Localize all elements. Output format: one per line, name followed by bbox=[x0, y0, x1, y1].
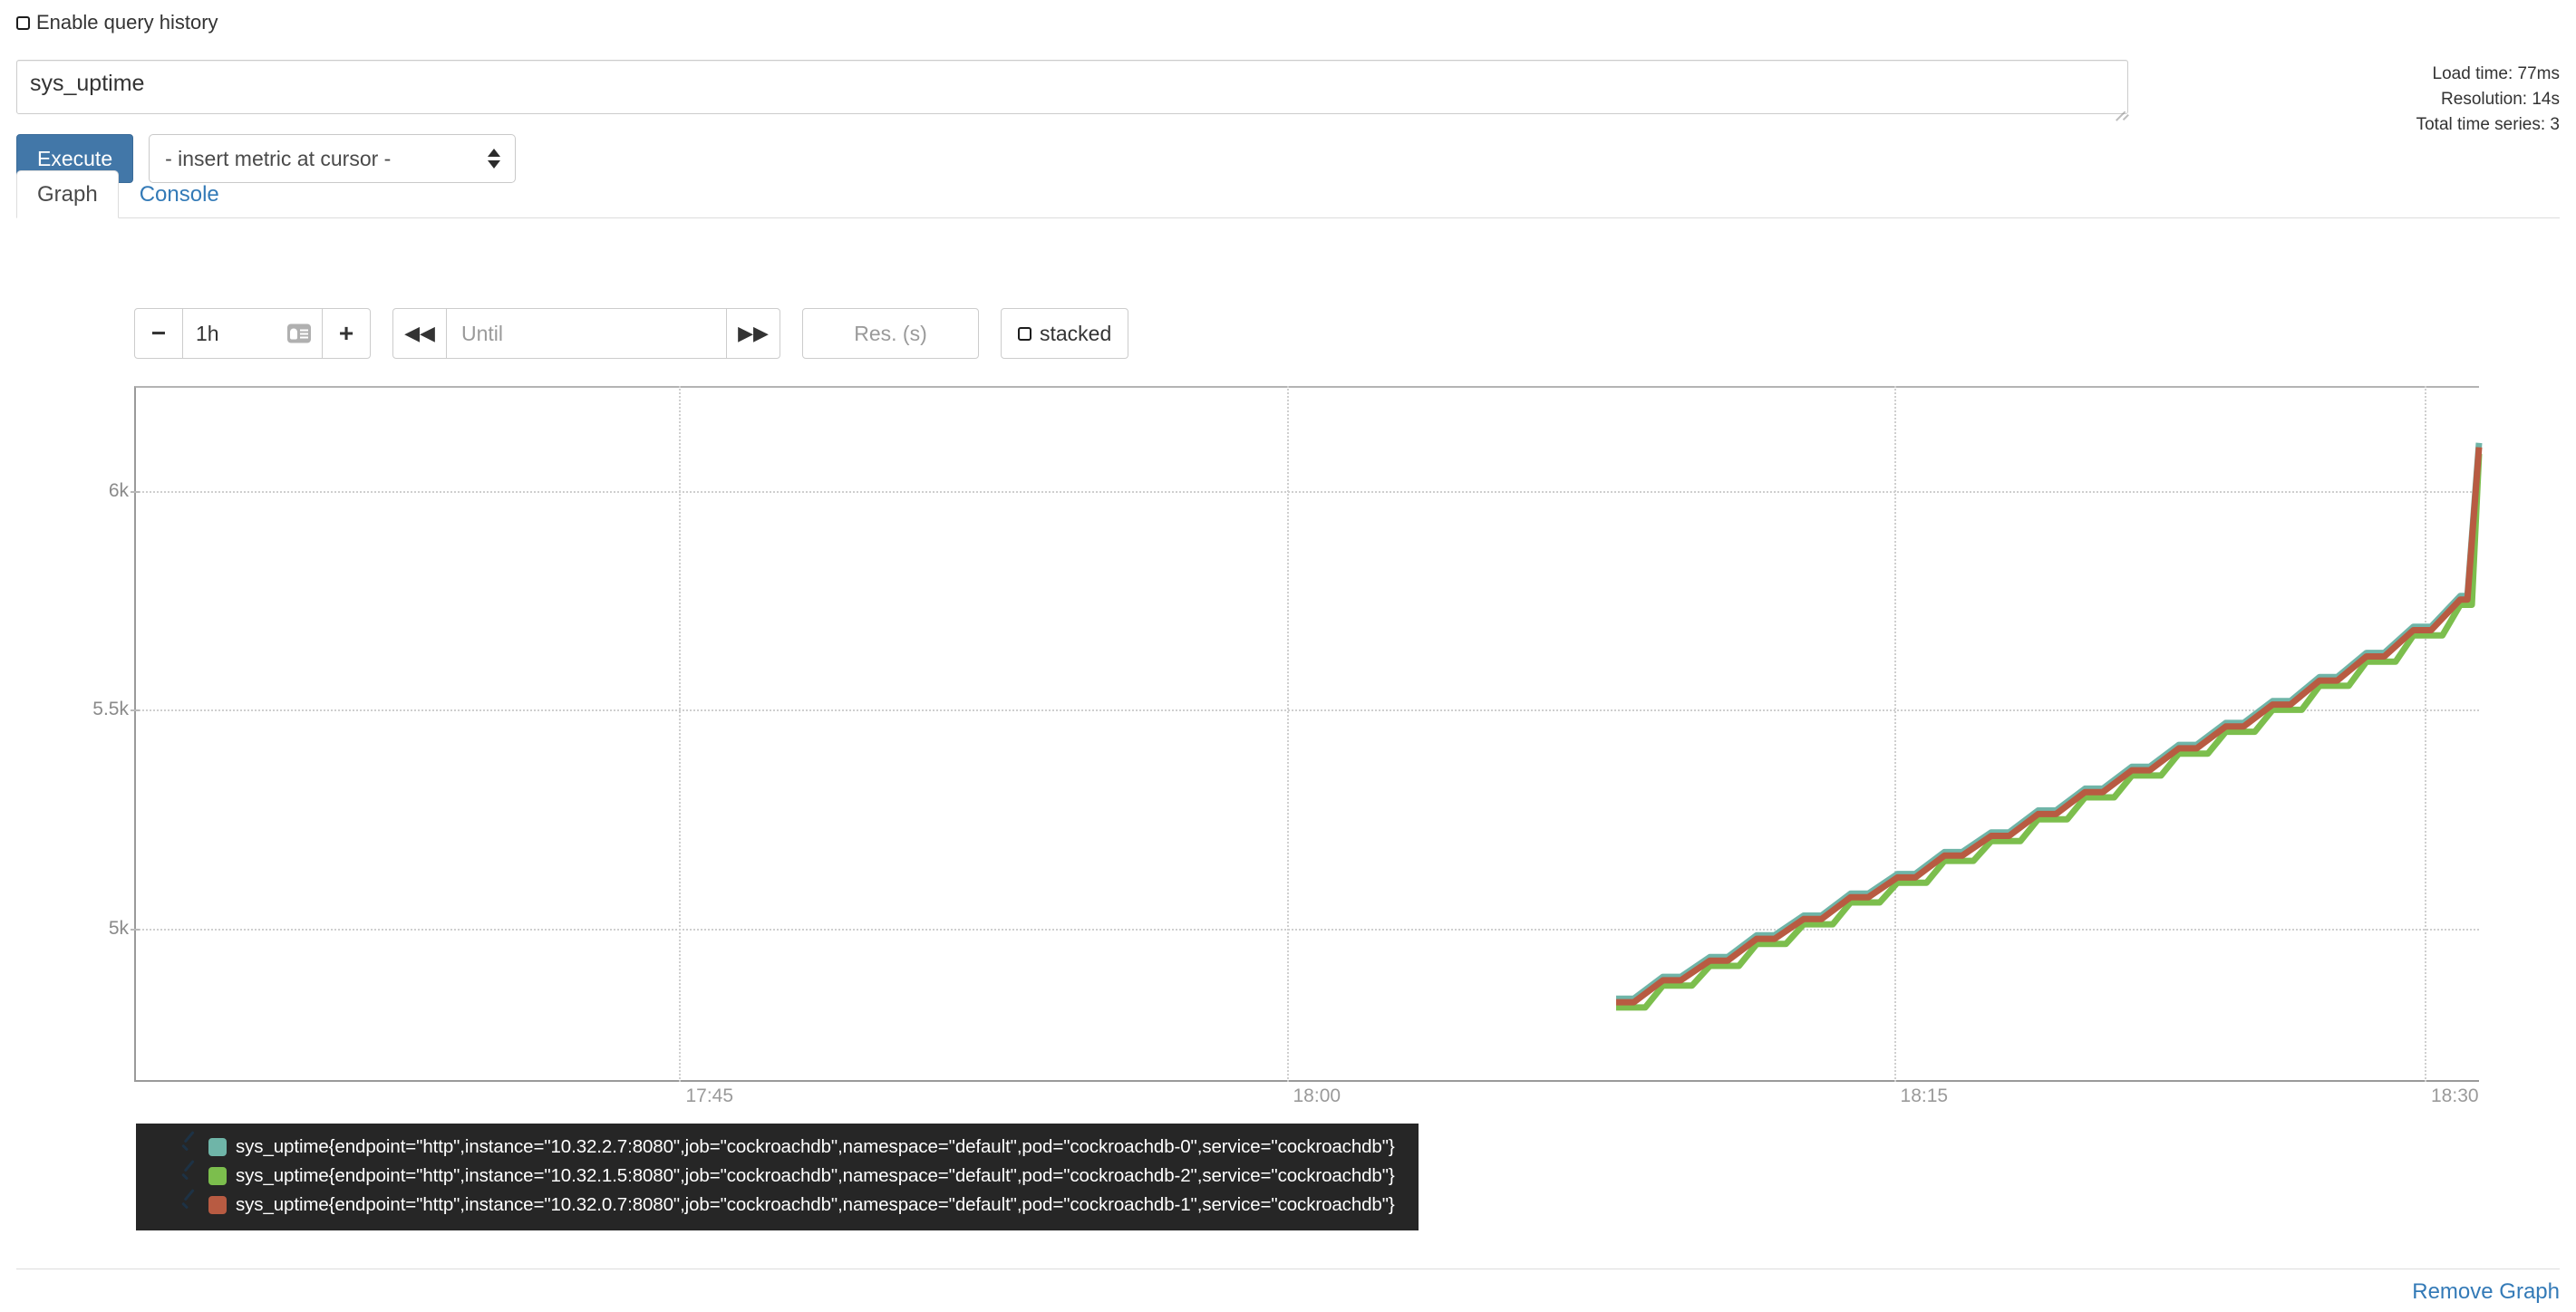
y-axis-tick-label: 5k bbox=[108, 917, 140, 939]
insert-metric-select-value: - insert metric at cursor - bbox=[165, 147, 392, 170]
step-forward-icon[interactable]: ▶▶ bbox=[726, 308, 780, 359]
legend-color-swatch bbox=[208, 1167, 227, 1185]
x-axis-tick-label: 18:30 bbox=[2431, 1085, 2479, 1106]
range-control-group: − 1h + bbox=[134, 308, 371, 359]
expression-input[interactable] bbox=[16, 60, 2128, 114]
enable-query-history-row[interactable]: Enable query history bbox=[16, 13, 218, 33]
gridline-vertical bbox=[1286, 386, 1289, 1082]
chevron-updown-icon bbox=[488, 149, 501, 169]
id-card-icon[interactable] bbox=[287, 323, 311, 343]
stacked-checkbox[interactable] bbox=[1018, 326, 1031, 341]
legend-series-label: sys_uptime{endpoint="http",instance="10.… bbox=[236, 1194, 1395, 1215]
remove-graph-link[interactable]: Remove Graph bbox=[2412, 1279, 2560, 1304]
chart-plot-area bbox=[134, 386, 2479, 1082]
graph-chart[interactable]: 5k 5.5k 6k 17:45 18:00 18:15 18:30 bbox=[92, 386, 2479, 1106]
tab-graph[interactable]: Graph bbox=[16, 170, 119, 218]
x-axis-tick-label: 17:45 bbox=[685, 1085, 734, 1106]
chart-series-line bbox=[1616, 448, 2479, 1003]
time-navigation-group: ◀◀ Until ▶▶ bbox=[392, 308, 780, 359]
check-icon[interactable] bbox=[179, 1195, 199, 1215]
resolution-text: Resolution: 14s bbox=[2441, 89, 2560, 109]
load-time-text: Load time: 77ms bbox=[2432, 64, 2560, 83]
legend-series-label: sys_uptime{endpoint="http",instance="10.… bbox=[236, 1165, 1395, 1186]
resolution-input[interactable]: Res. (s) bbox=[802, 308, 979, 359]
range-input[interactable]: 1h bbox=[182, 308, 323, 359]
range-input-value: 1h bbox=[196, 321, 219, 345]
range-increase-button[interactable]: + bbox=[322, 308, 371, 359]
expression-input-wrap bbox=[16, 60, 2129, 121]
chart-series-line bbox=[1616, 443, 2479, 998]
gridline-horizontal bbox=[134, 928, 2479, 931]
y-axis-tick-label: 6k bbox=[108, 479, 140, 501]
total-time-series-text: Total time series: 3 bbox=[2416, 114, 2560, 134]
gridline-vertical bbox=[679, 386, 682, 1082]
chart-series-layer bbox=[134, 386, 2479, 1082]
gridline-horizontal bbox=[134, 709, 2479, 712]
x-axis-tick-label: 18:00 bbox=[1293, 1085, 1341, 1106]
insert-metric-select[interactable]: - insert metric at cursor - bbox=[149, 134, 517, 183]
end-time-input[interactable]: Until bbox=[446, 308, 727, 359]
stacked-toggle[interactable]: stacked bbox=[1001, 308, 1129, 359]
tabs-container: Graph Console bbox=[16, 170, 2560, 218]
tab-console[interactable]: Console bbox=[139, 182, 219, 207]
x-axis-tick-label: 18:15 bbox=[1900, 1085, 1949, 1106]
check-icon[interactable] bbox=[179, 1137, 199, 1157]
gridline-horizontal bbox=[134, 490, 2479, 493]
legend-color-swatch bbox=[208, 1138, 227, 1156]
legend-color-swatch bbox=[208, 1196, 227, 1214]
enable-query-history-label: Enable query history bbox=[36, 11, 218, 34]
step-backward-icon[interactable]: ◀◀ bbox=[392, 308, 447, 359]
legend-item[interactable]: sys_uptime{endpoint="http",instance="10.… bbox=[179, 1191, 1395, 1220]
stacked-label: stacked bbox=[1040, 321, 1112, 345]
legend-series-label: sys_uptime{endpoint="http",instance="10.… bbox=[236, 1136, 1395, 1157]
legend-item[interactable]: sys_uptime{endpoint="http",instance="10.… bbox=[179, 1162, 1395, 1191]
graph-controls: − 1h + ◀◀ Until ▶▶ Res. (s) stacked bbox=[134, 308, 1129, 359]
gridline-vertical bbox=[1893, 386, 1896, 1082]
chart-series-line bbox=[1616, 454, 2479, 1008]
enable-query-history-checkbox[interactable] bbox=[16, 15, 30, 30]
check-icon[interactable] bbox=[179, 1166, 199, 1186]
y-axis-tick-label: 5.5k bbox=[92, 699, 140, 720]
range-decrease-button[interactable]: − bbox=[134, 308, 183, 359]
query-stats: Load time: 77ms Resolution: 14s Total ti… bbox=[2416, 62, 2560, 138]
chart-legend: sys_uptime{endpoint="http",instance="10.… bbox=[136, 1124, 1419, 1230]
execute-row: Execute - insert metric at cursor - bbox=[16, 134, 517, 183]
gridline-vertical bbox=[2425, 386, 2426, 1082]
legend-item[interactable]: sys_uptime{endpoint="http",instance="10.… bbox=[179, 1133, 1395, 1162]
